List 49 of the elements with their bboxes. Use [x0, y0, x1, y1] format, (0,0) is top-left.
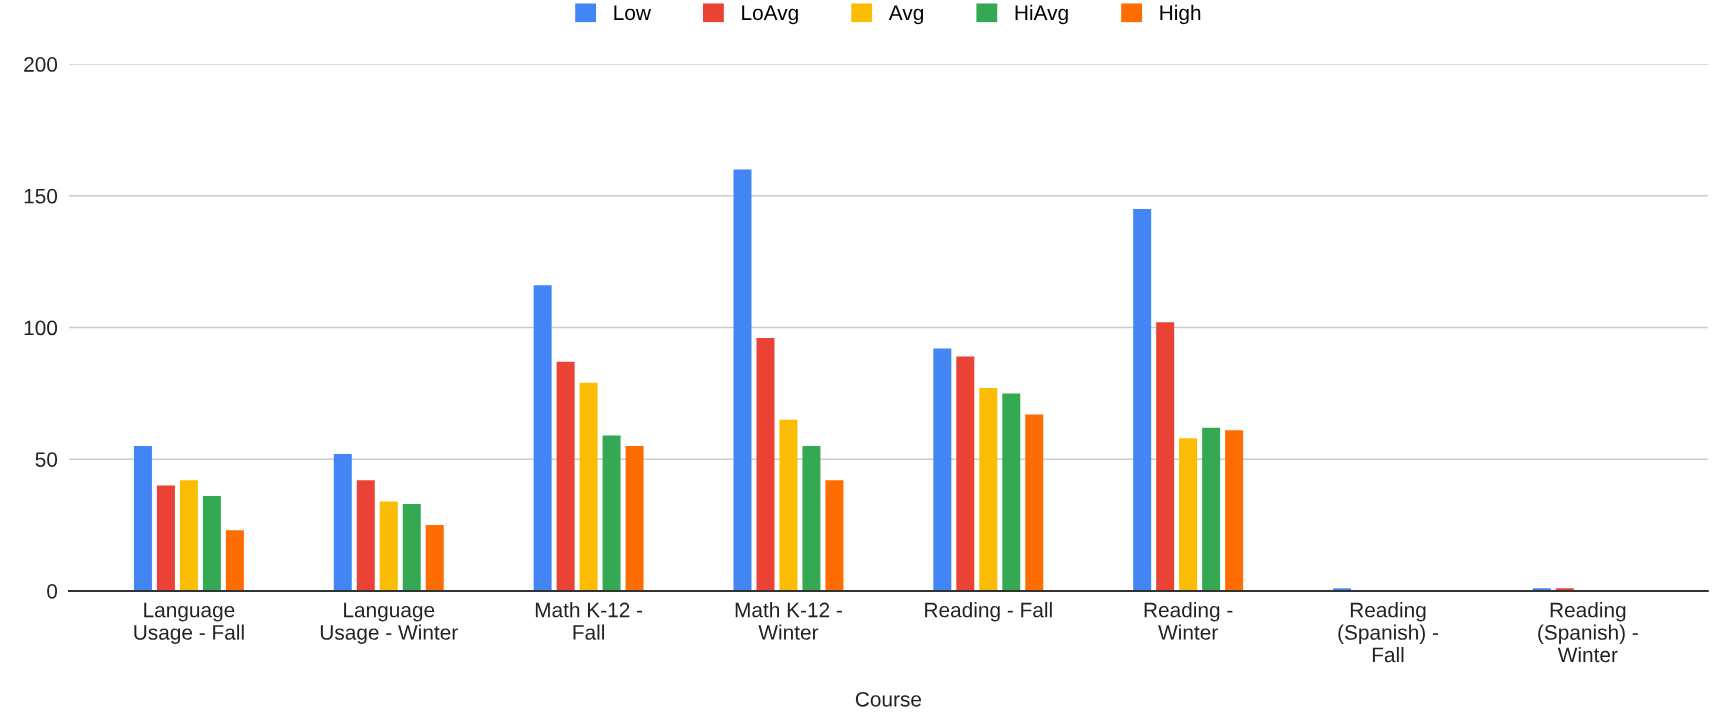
y-tick-label: 200	[24, 57, 58, 72]
bar	[425, 525, 444, 591]
bar	[225, 530, 244, 591]
legend-label: Avg	[888, 5, 923, 25]
bar	[733, 169, 752, 591]
x-tick-label: Reading - Winter	[1144, 602, 1233, 640]
x-tick-label: Reading (Spanish) - Fall	[1338, 602, 1439, 663]
bar	[579, 382, 598, 591]
bar	[133, 446, 152, 591]
x-tick-label: Math K-12 - Winter	[735, 602, 842, 640]
x-tick-label: Reading (Spanish) - Winter	[1538, 602, 1638, 663]
bar	[402, 504, 421, 591]
bar	[1179, 438, 1198, 591]
bar	[1202, 427, 1221, 591]
bar	[956, 356, 975, 591]
legend-label: HiAvg	[1015, 4, 1068, 25]
y-tick-label: 150	[24, 188, 58, 204]
bar	[1025, 414, 1044, 591]
bar	[625, 446, 644, 591]
bar	[356, 480, 375, 591]
x-tick-label: Language Usage - Winter	[320, 602, 458, 644]
bar	[933, 348, 952, 591]
bar	[179, 480, 198, 591]
x-axis-title: Course	[855, 691, 922, 707]
legend-label: Low	[614, 5, 651, 21]
bar	[202, 496, 221, 591]
legend-label: LoAvg	[742, 5, 798, 25]
bar	[1133, 208, 1152, 591]
bar	[1225, 430, 1244, 591]
bar	[1156, 322, 1175, 591]
y-tick-label: 50	[35, 452, 58, 467]
x-tick-label: Reading - Fall	[925, 602, 1052, 622]
bar	[979, 388, 998, 591]
bar	[1002, 393, 1021, 591]
bar	[756, 338, 775, 591]
bar	[333, 453, 352, 591]
bar	[802, 446, 821, 591]
legend-label: High	[1160, 4, 1201, 25]
bar	[602, 435, 621, 591]
bar	[379, 501, 398, 591]
y-tick-label: 100	[24, 320, 58, 336]
bar	[156, 485, 175, 591]
x-tick-label: Math K-12 - Fall	[535, 602, 643, 640]
bar	[825, 480, 844, 591]
bar	[556, 361, 575, 591]
bar	[533, 285, 552, 591]
y-tick-label: 0	[47, 583, 58, 599]
x-tick-label: Language Usage - Fall	[134, 602, 244, 644]
bar	[779, 419, 798, 591]
